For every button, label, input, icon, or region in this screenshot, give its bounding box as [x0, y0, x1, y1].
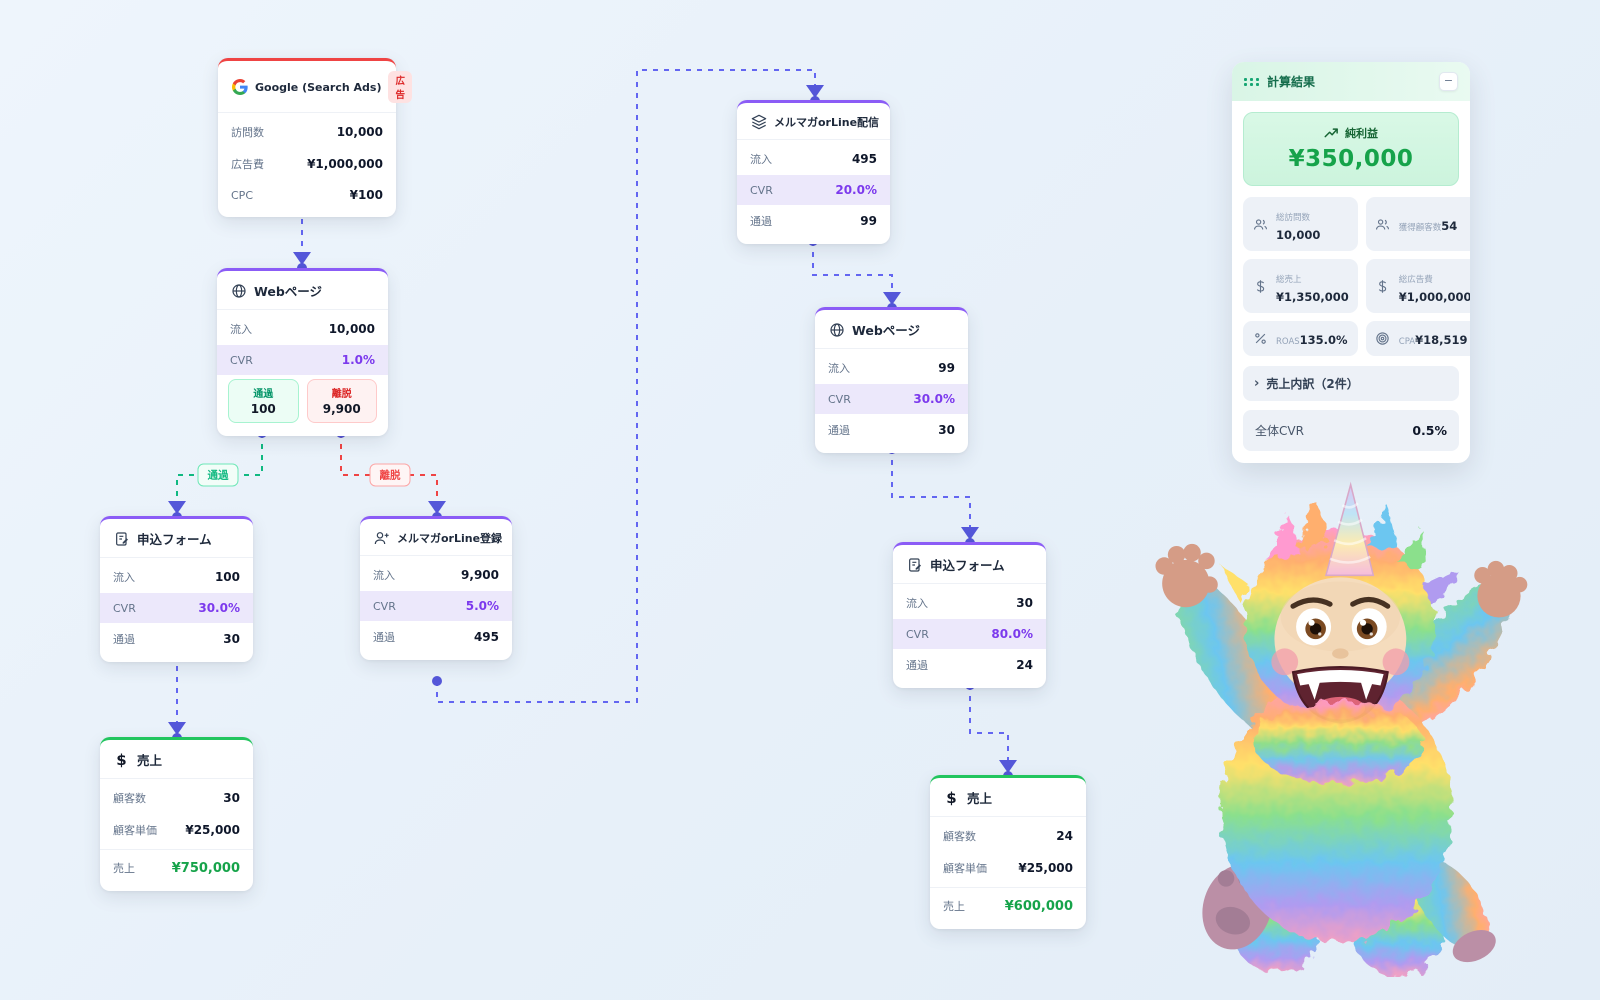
cvr-row: CVR 5.0%: [360, 591, 512, 621]
dollar-icon: $: [116, 750, 127, 769]
overall-cvr-row: 全体CVR 0.5%: [1243, 410, 1459, 451]
sales-total-row: 売上 ¥600,000: [930, 887, 1086, 922]
stat-roas: ROAS135.0%: [1243, 321, 1358, 356]
sales-total-row: 売上 ¥750,000: [100, 849, 253, 884]
node-title: Webページ: [254, 284, 323, 299]
node-entry-form-1[interactable]: 申込フォーム 流入 100 CVR 30.0% 通過 30: [100, 516, 253, 662]
metric-row: 通過 30: [828, 423, 955, 437]
layers-icon: [750, 113, 767, 130]
pass-box: 通過 100: [228, 379, 299, 423]
metric-row: 流入 99: [828, 361, 955, 375]
metric-row: 流入 100: [113, 570, 240, 584]
stat-total-sales: 総売上¥1,350,000: [1243, 259, 1358, 313]
metric-row: 通過 24: [906, 658, 1033, 672]
metric-row: 通過 30: [113, 632, 240, 646]
net-profit-value: ¥350,000: [1288, 146, 1414, 172]
target-icon: [1375, 331, 1391, 346]
exit-box: 離脱 9,900: [306, 379, 377, 423]
metric-row: 通過 495: [373, 630, 499, 644]
cvr-row: CVR 1.0%: [217, 345, 388, 375]
results-panel: 計算結果 − 純利益 ¥350,000 総訪問数10,000 獲得顧客数54 総…: [1232, 62, 1470, 463]
metric-row: 広告費 ¥1,000,000: [231, 157, 383, 171]
node-title: メルマガorLine配信: [774, 115, 880, 129]
trending-up-icon: [1324, 127, 1338, 137]
form-icon: [906, 556, 923, 573]
sales-breakdown-label: 売上内訳（2件）: [1266, 377, 1359, 391]
node-title: 売上: [967, 791, 993, 806]
minimize-button[interactable]: −: [1439, 72, 1458, 91]
metric-row: 顧客数 30: [113, 791, 240, 805]
node-entry-form-2[interactable]: 申込フォーム 流入 30 CVR 80.0% 通過 24: [893, 542, 1046, 688]
metric-row: 流入 9,900: [373, 568, 499, 582]
stat-total-visits: 総訪問数10,000: [1243, 197, 1358, 251]
metric-row: CPC ¥100: [231, 188, 383, 202]
metric-row: 流入 495: [750, 152, 877, 166]
edge-label-pass: 通過: [197, 463, 239, 487]
node-title: メルマガorLine登録: [397, 531, 503, 545]
dollar-icon: [1252, 279, 1268, 294]
globe-icon: [230, 282, 247, 299]
mascot-rainbow-unicorn-monster: [1155, 481, 1528, 977]
node-title: 申込フォーム: [137, 532, 212, 547]
node-sales-2[interactable]: $ 売上 顧客数 24 顧客単価 ¥25,000 売上 ¥600,000: [930, 775, 1086, 929]
percent-icon: [1252, 331, 1268, 346]
users-icon: [1375, 217, 1391, 232]
node-google-ads[interactable]: Google (Search Ads) 広告 訪問数 10,000 広告費 ¥1,0…: [218, 58, 412, 217]
node-webpage-2[interactable]: Webページ 流入 99 CVR 30.0% 通過 30: [815, 307, 968, 453]
user-plus-icon: [373, 529, 390, 546]
node-title: Webページ: [852, 323, 921, 338]
stat-acquired-customers: 獲得顧客数54: [1365, 197, 1470, 251]
metric-row: 顧客単価 ¥25,000: [943, 861, 1073, 875]
globe-icon: [828, 321, 845, 338]
stat-total-ad-cost: 総広告費¥1,000,000: [1365, 259, 1470, 313]
metric-row: 顧客数 24: [943, 829, 1073, 843]
results-panel-header: 計算結果 −: [1232, 62, 1470, 101]
edge-label-exit: 離脱: [369, 463, 411, 487]
dollar-icon: [1375, 279, 1391, 294]
node-mailmag-register[interactable]: メルマガorLine登録 流入 9,900 CVR 5.0% 通過 495: [360, 516, 512, 660]
ad-badge: 広告: [388, 71, 412, 103]
net-profit-label: 純利益: [1345, 127, 1378, 140]
node-webpage-1[interactable]: Webページ 流入 10,000 CVR 1.0% 通過 100 離脱 9,900: [217, 268, 388, 436]
overall-cvr-value: 0.5%: [1412, 423, 1447, 438]
node-title: 申込フォーム: [930, 558, 1005, 573]
node-mailmag-delivery[interactable]: メルマガorLine配信 流入 495 CVR 20.0% 通過 99: [737, 100, 890, 244]
metric-row: 流入 10,000: [230, 322, 375, 336]
node-title: Google (Search Ads): [255, 80, 382, 94]
node-title: 売上: [137, 753, 163, 768]
chevron-right-icon: ›: [1254, 376, 1260, 391]
users-icon: [1252, 217, 1268, 232]
metric-row: 訪問数 10,000: [231, 125, 383, 139]
net-profit-card: 純利益 ¥350,000: [1243, 112, 1459, 186]
cvr-row: CVR 20.0%: [737, 175, 890, 205]
form-icon: [113, 530, 130, 547]
metric-row: 流入 30: [906, 596, 1033, 610]
overall-cvr-label: 全体CVR: [1255, 424, 1304, 438]
edge-delivery-to-webpage2: [812, 241, 893, 298]
edge-form2-to-sales2: [969, 685, 1009, 766]
sales-breakdown-toggle[interactable]: › 売上内訳（2件）: [1243, 366, 1459, 401]
metric-row: 顧客単価 ¥25,000: [113, 823, 240, 837]
stat-cpa: CPA¥18,519: [1365, 321, 1470, 356]
node-sales-1[interactable]: $ 売上 顧客数 30 顧客単価 ¥25,000 売上 ¥750,000: [100, 737, 253, 891]
results-panel-title: 計算結果: [1267, 75, 1316, 89]
edge-webpage2-to-form2: [891, 449, 971, 532]
cvr-row: CVR 30.0%: [100, 593, 253, 623]
cvr-row: CVR 30.0%: [815, 384, 968, 414]
drag-handle-icon[interactable]: [1244, 77, 1260, 86]
metric-row: 通過 99: [750, 214, 877, 228]
dollar-icon: $: [946, 788, 957, 807]
google-logo-icon: [231, 79, 248, 96]
cvr-row: CVR 80.0%: [893, 619, 1046, 649]
